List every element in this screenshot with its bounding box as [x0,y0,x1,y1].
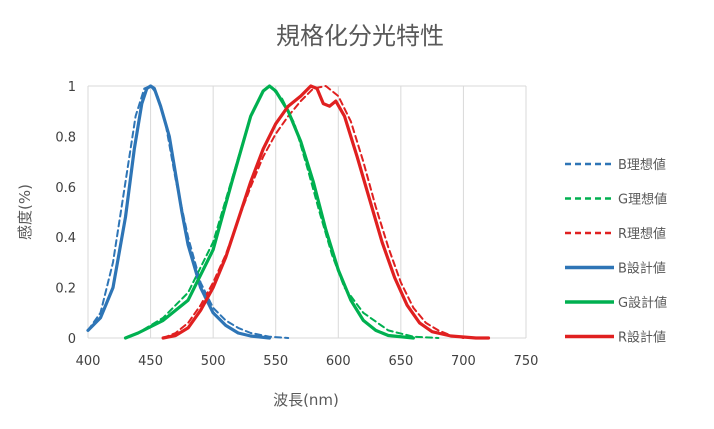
y-tick-label: 0.2 [55,282,76,297]
grid-layer [87,85,527,339]
x-tick-label: 450 [138,354,163,369]
tick-layer: 400 450 500 550 600 650 700 750 0 0.2 0.4 0.6 0.8 1 [55,80,538,369]
y-tick-label: 0.6 [55,181,76,196]
y-tick-label: 0.4 [55,231,76,246]
series-line [162,85,465,339]
x-tick-label: 700 [451,354,476,369]
x-tick-label: 400 [76,354,101,369]
x-tick-label: 750 [514,354,539,369]
legend-label: G設計値 [618,295,667,311]
legend-label: B理想値 [618,157,666,173]
chart-title: 規格化分光特性 [276,22,444,50]
legend-label: G理想値 [618,192,667,208]
x-tick-label: 550 [263,354,288,369]
x-tick-label: 500 [201,354,226,369]
legend: B理想値 G理想値 R理想値 B設計値 G設計値 R設計値 [565,157,667,346]
series-line [123,84,415,340]
x-axis-label: 波長(nm) [273,391,339,409]
x-tick-label: 650 [388,354,413,369]
y-tick-label: 1 [68,80,76,95]
y-tick-label: 0 [68,332,76,347]
series-layer [86,84,491,340]
x-tick-label: 600 [326,354,351,369]
legend-label: R設計値 [618,330,666,346]
y-axis-label: 感度(%) [16,184,34,240]
legend-label: B設計値 [618,261,666,277]
series-line [161,84,491,340]
legend-label: R理想値 [618,226,666,242]
y-tick-label: 0.8 [55,130,76,145]
series-line [86,84,272,340]
